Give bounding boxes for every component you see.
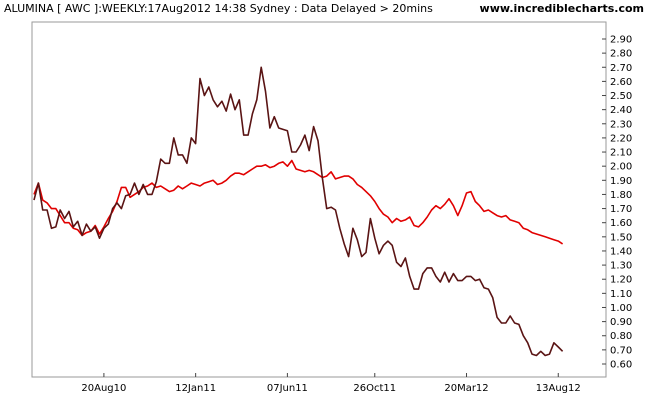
y-tick-label: 1.00 xyxy=(610,303,632,314)
y-tick-label: 0.90 xyxy=(610,317,632,328)
y-axis: 0.60 0.70 0.80 0.90 1.00 1.10 1.20 1.30 1.40 1.50… xyxy=(602,35,632,371)
y-tick-label: 2.40 xyxy=(610,105,632,116)
site-watermark: www.incrediblecharts.com xyxy=(479,2,644,15)
series-layer xyxy=(33,66,564,357)
y-tick-label: 1.40 xyxy=(610,246,632,257)
comparison-series-line xyxy=(33,159,564,245)
y-tick-label: 2.30 xyxy=(610,119,632,130)
plot-frame xyxy=(31,21,607,378)
y-tick-label: 1.50 xyxy=(610,232,632,243)
y-tick-label: 0.70 xyxy=(610,345,632,356)
y-tick-label: 2.60 xyxy=(610,77,632,88)
chart-title: ALUMINA [ AWC ]:WEEKLY:17Aug2012 14:38 S… xyxy=(4,2,433,15)
y-tick-label: 2.70 xyxy=(610,63,632,74)
x-axis: 20Aug10 12Jan11 07Jun11 26Oct11 20Mar12 13Aug… xyxy=(81,373,581,394)
y-tick-label: 1.90 xyxy=(610,176,632,187)
y-tick-label: 2.10 xyxy=(610,148,632,159)
price-series-line xyxy=(33,66,564,357)
x-tick-label: 07Jun11 xyxy=(267,383,308,394)
x-tick-label: 20Mar12 xyxy=(444,383,488,394)
y-tick-label: 1.70 xyxy=(610,204,632,215)
y-tick-label: 1.60 xyxy=(610,218,632,229)
x-tick-label: 20Aug10 xyxy=(81,383,126,394)
y-tick-label: 1.10 xyxy=(610,289,632,300)
y-tick-label: 0.80 xyxy=(610,331,632,342)
y-tick-label: 2.90 xyxy=(610,35,632,46)
y-tick-label: 2.50 xyxy=(610,91,632,102)
y-tick-label: 2.80 xyxy=(610,49,632,60)
x-tick-label: 12Jan11 xyxy=(175,383,216,394)
y-tick-label: 1.30 xyxy=(610,261,632,272)
x-tick-label: 13Aug12 xyxy=(536,383,581,394)
y-tick-label: 0.60 xyxy=(610,360,632,371)
y-tick-label: 1.80 xyxy=(610,190,632,201)
y-tick-label: 2.00 xyxy=(610,162,632,173)
x-tick-label: 26Oct11 xyxy=(353,383,396,394)
y-tick-label: 1.20 xyxy=(610,275,632,286)
y-tick-label: 2.20 xyxy=(610,133,632,144)
